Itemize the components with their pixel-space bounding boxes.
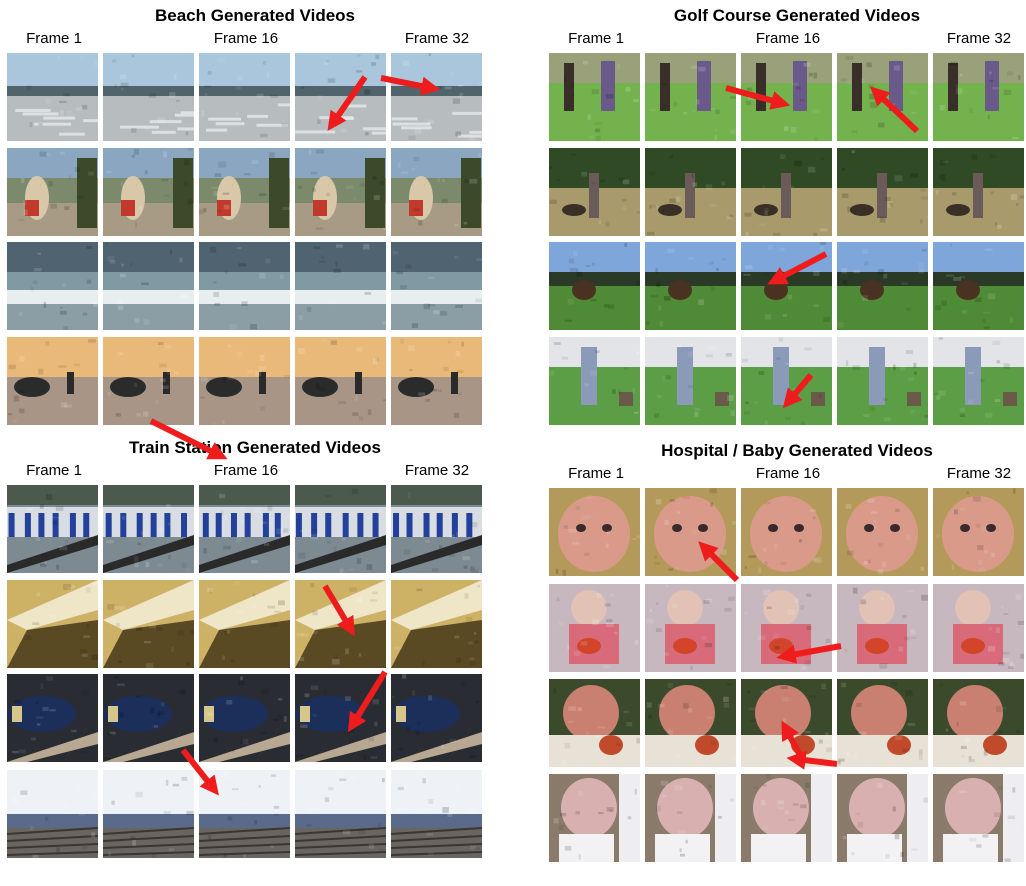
video-frame-thumbnail (837, 679, 928, 767)
video-frame-thumbnail (199, 337, 290, 425)
video-frame-thumbnail (295, 242, 386, 330)
video-frame-thumbnail (933, 584, 1024, 672)
video-frame-thumbnail (645, 679, 736, 767)
video-frame-thumbnail (199, 242, 290, 330)
frame-label-1: Frame 1 (26, 30, 82, 47)
video-frame-thumbnail (103, 242, 194, 330)
video-frame-thumbnail (7, 53, 98, 141)
video-frame-thumbnail (295, 580, 386, 668)
panel-title: Golf Course Generated Videos (673, 6, 921, 25)
video-frame-thumbnail (549, 679, 640, 767)
video-frame-thumbnail (837, 584, 928, 672)
video-frame-thumbnail (391, 148, 482, 236)
video-frame-thumbnail (933, 774, 1024, 862)
video-frame-thumbnail (295, 337, 386, 425)
video-frame-thumbnail (391, 337, 482, 425)
video-frame-thumbnail (645, 148, 736, 236)
video-frame-thumbnail (741, 679, 832, 767)
video-frame-thumbnail (295, 148, 386, 236)
video-frame-thumbnail (837, 774, 928, 862)
video-frame-thumbnail (645, 337, 736, 425)
video-frame-thumbnail (933, 53, 1024, 141)
video-frame-thumbnail (645, 53, 736, 141)
video-frame-thumbnail (103, 770, 194, 858)
video-frame-thumbnail (7, 770, 98, 858)
video-frame-thumbnail (295, 770, 386, 858)
video-frame-thumbnail (295, 485, 386, 573)
frame-label-1: Frame 1 (568, 465, 624, 482)
video-frame-thumbnail (741, 53, 832, 141)
video-frame-thumbnail (549, 53, 640, 141)
panel-title: Hospital / Baby Generated Videos (661, 441, 933, 460)
video-frame-thumbnail (199, 674, 290, 762)
video-frame-thumbnail (741, 148, 832, 236)
video-frame-thumbnail (549, 584, 640, 672)
frame-label-1: Frame 1 (568, 30, 624, 47)
video-frame-thumbnail (391, 770, 482, 858)
video-frame-thumbnail (103, 148, 194, 236)
video-frame-thumbnail (391, 674, 482, 762)
video-frame-thumbnail (199, 53, 290, 141)
video-frame-thumbnail (103, 337, 194, 425)
video-frame-thumbnail (7, 148, 98, 236)
video-frame-thumbnail (837, 488, 928, 576)
video-frame-thumbnail (837, 337, 928, 425)
video-frame-thumbnail (837, 242, 928, 330)
video-frame-thumbnail (645, 584, 736, 672)
video-frame-thumbnail (7, 580, 98, 668)
video-frame-thumbnail (7, 485, 98, 573)
video-frame-thumbnail (933, 488, 1024, 576)
video-frame-thumbnail (7, 242, 98, 330)
video-frame-thumbnail (103, 53, 194, 141)
video-frame-thumbnail (199, 485, 290, 573)
video-frame-thumbnail (103, 580, 194, 668)
video-frame-thumbnail (199, 770, 290, 858)
video-frame-thumbnail (391, 242, 482, 330)
video-frame-thumbnail (549, 148, 640, 236)
video-frame-thumbnail (741, 337, 832, 425)
video-frame-thumbnail (103, 674, 194, 762)
video-frame-thumbnail (199, 580, 290, 668)
video-frame-thumbnail (645, 242, 736, 330)
video-frame-thumbnail (645, 488, 736, 576)
video-frame-thumbnail (549, 337, 640, 425)
video-frame-thumbnail (7, 674, 98, 762)
video-frame-thumbnail (549, 774, 640, 862)
video-frame-thumbnail (741, 584, 832, 672)
video-frame-thumbnail (837, 53, 928, 141)
video-frame-thumbnail (549, 242, 640, 330)
video-frame-thumbnail (199, 148, 290, 236)
video-frame-thumbnail (7, 337, 98, 425)
frame-label-32: Frame 32 (946, 465, 1012, 482)
video-frame-thumbnail (645, 774, 736, 862)
video-frame-thumbnail (295, 674, 386, 762)
frame-label-16: Frame 16 (755, 465, 821, 482)
video-frame-thumbnail (741, 774, 832, 862)
frame-label-32: Frame 32 (404, 30, 470, 47)
frame-label-1: Frame 1 (26, 462, 82, 479)
video-frame-thumbnail (391, 53, 482, 141)
video-frame-thumbnail (549, 488, 640, 576)
frame-label-16: Frame 16 (213, 30, 279, 47)
video-frame-thumbnail (295, 53, 386, 141)
frame-label-16: Frame 16 (213, 462, 279, 479)
video-frame-thumbnail (933, 148, 1024, 236)
video-frame-thumbnail (933, 337, 1024, 425)
video-frame-thumbnail (103, 485, 194, 573)
panel-title: Train Station Generated Videos (129, 438, 381, 457)
frame-label-32: Frame 32 (946, 30, 1012, 47)
video-frame-thumbnail (391, 485, 482, 573)
video-frame-thumbnail (933, 679, 1024, 767)
video-frame-thumbnail (741, 242, 832, 330)
video-frame-thumbnail (391, 580, 482, 668)
frame-label-32: Frame 32 (404, 462, 470, 479)
video-frame-thumbnail (741, 488, 832, 576)
panel-title: Beach Generated Videos (155, 6, 355, 25)
video-frame-thumbnail (933, 242, 1024, 330)
frame-label-16: Frame 16 (755, 30, 821, 47)
video-frame-thumbnail (837, 148, 928, 236)
